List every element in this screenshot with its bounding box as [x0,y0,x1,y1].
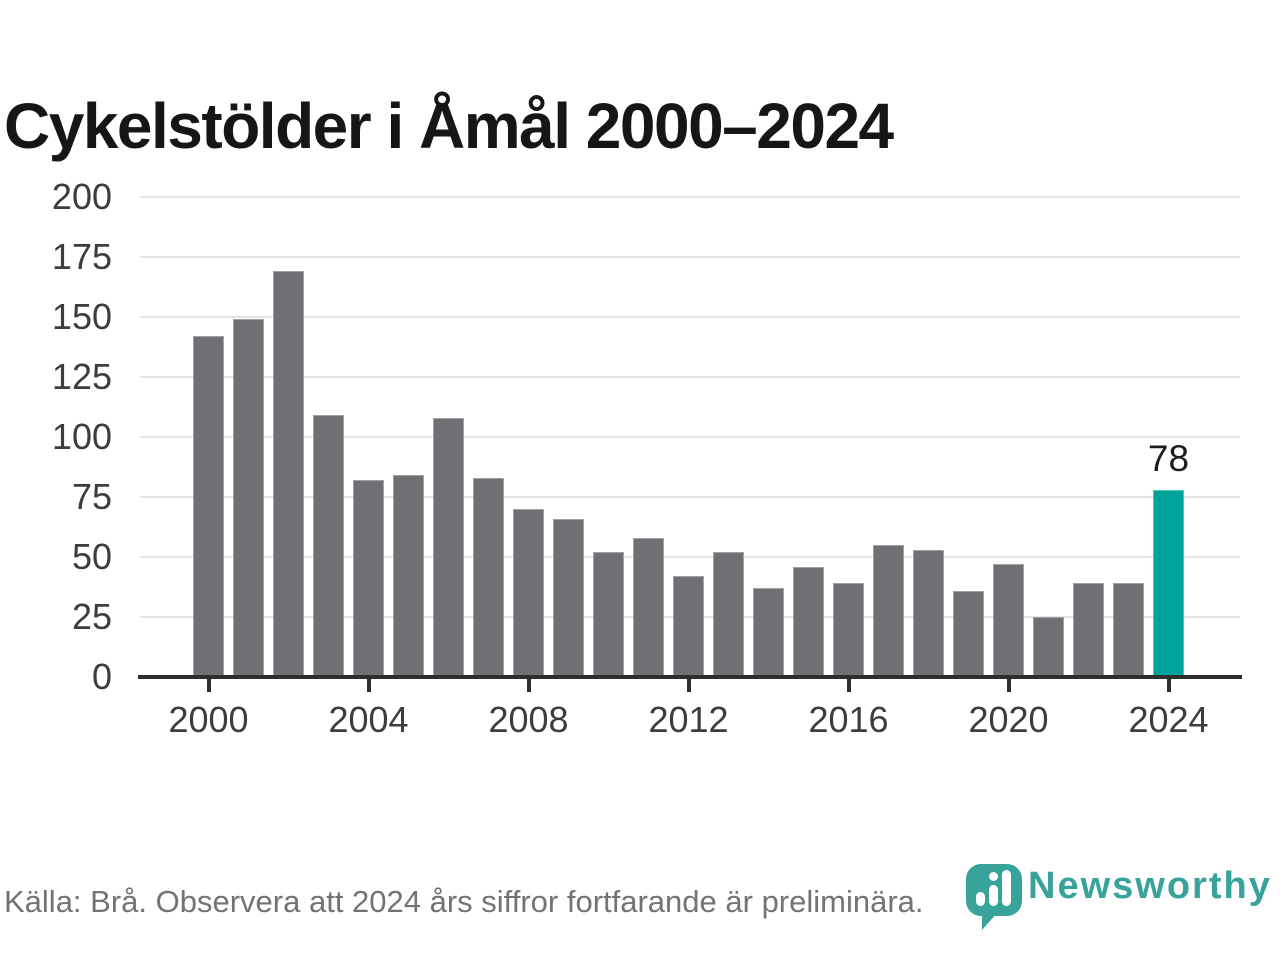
bar-2012 [673,576,704,677]
gridline-100 [140,436,1240,438]
gridline-50 [140,556,1240,558]
y-tick-label-0: 0 [91,656,112,697]
bar-2022 [1073,583,1104,677]
logo-bar-medium [989,885,998,906]
bar-2010 [593,552,624,677]
bar-2014 [753,588,784,677]
x-tick-2004 [366,679,371,692]
bar-2013 [713,552,744,677]
bar-2011 [633,537,664,677]
bar-2006 [433,417,464,677]
bar-2023 [1113,583,1144,677]
bar-2016 [833,583,864,677]
newsworthy-wordmark: Newsworthy [1028,865,1272,907]
gridline-75 [140,496,1240,498]
y-tick-label-200: 200 [51,176,112,217]
plot-area: 78 [140,196,1240,677]
x-tick-2012 [686,679,691,692]
y-tick-label-50: 50 [71,536,112,577]
bar-2017 [873,545,904,677]
newsworthy-logo: Newsworthy [966,862,1280,934]
gridline-200 [140,196,1240,198]
x-tick-2000 [206,679,211,692]
bar-2003 [313,415,344,677]
bar-2024 [1153,489,1184,677]
bar-2007 [473,477,504,677]
bar-2001 [233,319,264,677]
x-tick-label-2008: 2008 [488,699,569,740]
y-tick-label-25: 25 [71,596,112,637]
x-tick-label-2000: 2000 [168,699,249,740]
bar-2015 [793,566,824,677]
gridline-150 [140,316,1240,318]
x-tick-2024 [1166,679,1171,692]
bar-2009 [553,518,584,677]
y-tick-label-150: 150 [51,296,112,337]
bar-2000 [193,336,224,677]
logo-bubble-tail [982,912,998,930]
x-axis: 2000 2004 2008 2012 2016 2020 2024 [140,679,1240,749]
logo-bar-dot [989,872,998,881]
x-tick-2020 [1006,679,1011,692]
x-tick-label-2004: 2004 [328,699,409,740]
bar-2021 [1033,617,1064,677]
bar-2008 [513,509,544,677]
chart-title: Cykelstölder i Åmål 2000–2024 [4,89,894,162]
x-tick-label-2020: 2020 [968,699,1049,740]
bar-2005 [393,475,424,677]
source-note: Källa: Brå. Observera att 2024 års siffr… [4,884,924,919]
bar-2002 [273,271,304,677]
gridline-175 [140,256,1240,258]
x-tick-label-2012: 2012 [648,699,729,740]
logo-bar-small [976,892,985,906]
highlight-value-label: 78 [1147,437,1190,479]
y-tick-label-125: 125 [51,356,112,397]
x-tick-label-2016: 2016 [808,699,889,740]
bar-2018 [913,549,944,677]
y-tick-label-175: 175 [51,236,112,277]
bar-2019 [953,590,984,677]
bar-2004 [353,480,384,677]
x-tick-2008 [526,679,531,692]
logo-bar-tall [1002,870,1011,906]
bar-2020 [993,564,1024,677]
x-tick-2016 [846,679,851,692]
y-axis-labels: 0 25 50 75 100 125 150 175 200 [0,176,112,697]
y-tick-label-100: 100 [51,416,112,457]
x-axis-line [138,675,1242,679]
y-tick-label-75: 75 [71,476,112,517]
x-tick-label-2024: 2024 [1128,699,1209,740]
gridline-125 [140,376,1240,378]
